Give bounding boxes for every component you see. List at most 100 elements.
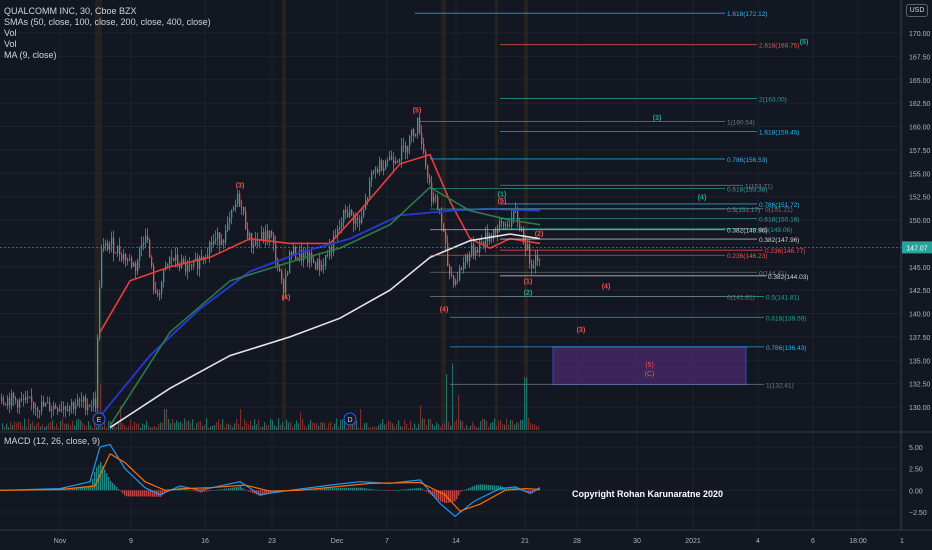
- macd-histogram-bar: [418, 487, 420, 491]
- macd-histogram-bar: [522, 490, 524, 492]
- volume-bar: [218, 419, 220, 430]
- candle-body: [173, 258, 175, 261]
- macd-histogram-bar: [492, 485, 494, 491]
- macd-histogram-bar: [80, 486, 82, 491]
- volume-bar: [82, 422, 84, 430]
- volume-bar: [498, 421, 500, 430]
- candle-body: [503, 222, 505, 226]
- candle-body: [23, 398, 25, 401]
- volume-bar: [206, 418, 208, 430]
- volume-bar: [220, 424, 222, 430]
- candle-body: [325, 254, 327, 266]
- candle-body: [249, 232, 251, 239]
- candle-body: [3, 401, 5, 405]
- ma-legend[interactable]: MA (9, close): [4, 50, 57, 60]
- candle-body: [183, 259, 185, 263]
- macd-histogram-bar: [378, 489, 380, 491]
- macd-histogram-bar: [316, 488, 318, 491]
- event-marker[interactable]: [92, 412, 106, 426]
- candle-body: [433, 197, 435, 202]
- macd-histogram-bar: [116, 487, 118, 491]
- candle-body: [7, 397, 9, 406]
- macd-histogram-bar: [496, 485, 498, 491]
- macd-histogram-bar: [262, 490, 264, 496]
- volume-bar: [456, 419, 458, 430]
- macd-histogram-bar: [414, 488, 416, 491]
- macd-histogram-bar: [252, 490, 254, 493]
- event-marker-label: E: [97, 417, 102, 424]
- candle-body: [79, 399, 81, 401]
- candle-body: [527, 244, 529, 251]
- macd-histogram-bar: [368, 488, 370, 491]
- volume-bar: [318, 425, 320, 430]
- candle-body: [287, 273, 289, 275]
- wave-label: (2): [524, 290, 533, 297]
- candle-body: [407, 146, 409, 153]
- vol-legend-2[interactable]: Vol: [4, 39, 17, 49]
- volume-bar: [334, 423, 336, 430]
- volume-bar: [412, 427, 414, 430]
- sma-legend[interactable]: SMAs (50, close, 100, close, 200, close,…: [4, 17, 211, 27]
- volume-bar: [112, 425, 114, 430]
- volume-bar: [148, 425, 150, 430]
- volume-bar: [216, 422, 218, 430]
- macd-histogram-bar: [460, 490, 462, 492]
- event-marker[interactable]: [343, 412, 357, 426]
- candle-body: [83, 397, 85, 402]
- candle-body: [319, 259, 321, 271]
- y-tick-label: 142.50: [909, 288, 931, 295]
- candle-body: [151, 257, 153, 266]
- candle-body: [435, 196, 437, 198]
- volume-bar: [290, 421, 292, 430]
- volume-bar: [50, 421, 52, 430]
- macd-histogram-bar: [450, 490, 452, 503]
- box-wave-label: (C): [645, 371, 655, 378]
- candle-body: [77, 399, 79, 406]
- candle-body: [9, 397, 11, 406]
- volume-bar: [130, 420, 132, 430]
- volume-bar: [274, 425, 276, 430]
- volume-bar: [518, 422, 520, 430]
- macd-histogram-bar: [96, 467, 98, 491]
- macd-legend[interactable]: MACD (12, 26, close, 9): [4, 436, 101, 446]
- candle-body: [513, 209, 515, 218]
- candle-body: [509, 226, 511, 227]
- candle-body: [371, 172, 373, 181]
- macd-histogram-bar: [474, 485, 476, 491]
- macd-histogram-bar: [126, 490, 128, 497]
- candle-body: [295, 246, 297, 260]
- macd-histogram-bar: [78, 487, 80, 491]
- volume-bar: [432, 424, 434, 430]
- candle-body: [71, 402, 73, 406]
- volume-bar: [272, 420, 274, 430]
- vol-legend-1[interactable]: Vol: [4, 28, 17, 38]
- volume-bar: [128, 425, 130, 430]
- volume-bar: [154, 426, 156, 430]
- volume-bar: [394, 426, 396, 430]
- candle-body: [37, 408, 39, 412]
- macd-histogram-bar: [344, 487, 346, 491]
- volume-bar: [442, 424, 444, 430]
- currency-badge[interactable]: USD: [906, 4, 928, 17]
- macd-histogram-bar: [204, 490, 206, 492]
- volume-bar: [22, 426, 24, 430]
- volume-bar: [118, 422, 120, 430]
- volume-bar: [426, 424, 428, 430]
- macd-histogram-bar: [140, 490, 142, 497]
- volume-bar: [38, 422, 40, 430]
- volume-bar: [366, 422, 368, 430]
- candle-body: [199, 256, 201, 270]
- volume-bar: [482, 418, 484, 430]
- wave-label: (4): [440, 307, 449, 314]
- x-tick-label: 21: [521, 538, 529, 545]
- y-tick-label: 170.00: [909, 31, 931, 38]
- candle-body: [389, 156, 391, 160]
- volume-bar: [146, 420, 148, 430]
- candle-body: [425, 151, 427, 166]
- candle-body: [357, 217, 359, 220]
- symbol-title[interactable]: QUALCOMM INC, 30, Cboe BZX: [4, 6, 137, 16]
- candle-body: [243, 207, 245, 212]
- candle-body: [531, 263, 533, 269]
